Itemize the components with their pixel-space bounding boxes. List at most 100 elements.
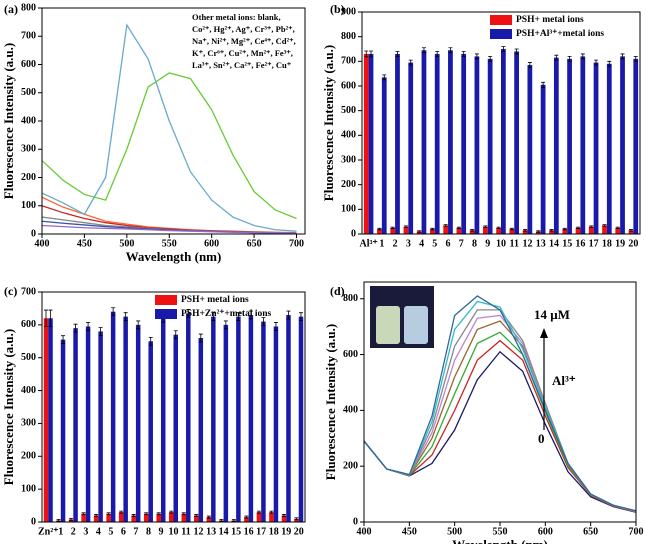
bar: [606, 63, 612, 234]
bar: [496, 227, 501, 234]
x-tick-label: 550: [493, 526, 508, 537]
x-tick-label: 16: [244, 526, 254, 537]
y-tick-label: 600: [343, 349, 358, 360]
bar: [98, 331, 103, 522]
spectrum-line: [41, 72, 297, 220]
bar: [363, 53, 369, 234]
error-bar: [261, 317, 266, 326]
x-tick-label: Zn²⁺: [38, 526, 59, 537]
arrow-head: [540, 328, 548, 338]
spectrum-line: [41, 205, 297, 234]
error-bar: [390, 226, 395, 229]
y-tick-label: 600: [21, 59, 36, 70]
x-tick-label: 16: [575, 238, 585, 249]
error-bar: [148, 336, 153, 346]
error-bar: [169, 510, 174, 514]
bar: [514, 51, 520, 234]
x-tick-label: 700: [629, 526, 644, 537]
x-tick-label: 8: [146, 526, 151, 537]
bar: [43, 318, 49, 522]
bar: [602, 225, 607, 234]
error-bar: [61, 335, 66, 344]
x-tick-label: 6: [121, 526, 126, 537]
error-bar: [589, 225, 594, 228]
legend-swatch: [155, 309, 177, 319]
bar: [261, 321, 266, 522]
y-tick-label: 100: [21, 483, 36, 494]
y-tick-label: 400: [343, 405, 358, 416]
annotation: La³⁺, Sn²⁺, Ca²⁺, Fe²⁺, Cu⁺: [192, 60, 292, 70]
error-bar: [81, 512, 86, 516]
bar: [135, 324, 141, 522]
bar: [553, 57, 559, 235]
bar: [408, 62, 414, 234]
y-tick-label: 200: [21, 172, 36, 183]
error-bar: [111, 307, 116, 317]
legend-label: PSH+Al³⁺+metal ions: [516, 29, 604, 39]
bar: [281, 515, 287, 522]
error-bar: [395, 51, 400, 57]
bar: [633, 58, 639, 234]
error-bar: [461, 51, 466, 57]
annotation: 0: [538, 431, 545, 446]
bar: [156, 513, 161, 522]
bar: [540, 84, 546, 235]
spectrum-line: [41, 23, 297, 232]
bar: [73, 328, 78, 522]
x-tick-label: 1: [379, 238, 384, 249]
error-bar: [298, 312, 303, 321]
y-tick-label: 400: [21, 385, 36, 396]
y-tick-label: 100: [341, 204, 356, 215]
bar: [448, 50, 453, 234]
bar: [273, 326, 279, 522]
x-tick-label: 9: [158, 526, 163, 537]
error-bar: [211, 312, 216, 321]
bar: [482, 226, 488, 234]
error-bar: [562, 227, 567, 231]
x-tick-label: 2: [71, 526, 76, 537]
x-tick-label: 600: [538, 526, 553, 537]
legend-swatch: [155, 295, 177, 305]
error-bar: [549, 229, 554, 232]
annotation: Na⁺, Ni²⁺, Mg²⁺, Ce⁴⁺, Cd²⁺,: [192, 36, 296, 46]
bar: [430, 229, 435, 234]
error-bar: [198, 333, 203, 343]
x-tick-label: 600: [204, 238, 219, 249]
error-bar: [633, 56, 638, 62]
error-bar: [430, 227, 435, 231]
y-tick-label: 500: [21, 87, 36, 98]
bar: [286, 315, 291, 522]
bar: [377, 229, 382, 234]
legend-swatch: [490, 29, 512, 39]
annotation: Al³⁺: [552, 373, 576, 388]
y-axis-label: Fluorescence Intensity (a.u.): [321, 45, 336, 201]
error-bar: [223, 320, 228, 330]
plot-frame: [41, 291, 306, 523]
bar: [198, 338, 204, 522]
bar: [527, 65, 533, 235]
y-tick-label: 800: [21, 2, 36, 13]
bar: [160, 318, 166, 522]
x-tick-label: 10: [169, 526, 179, 537]
bar: [244, 517, 249, 522]
x-tick-label: 18: [602, 238, 612, 249]
error-bar: [156, 512, 161, 516]
error-bar: [567, 56, 572, 62]
legend-label: PSH+Zn²⁺+metal ions: [181, 309, 272, 319]
y-tick-label: 200: [343, 460, 358, 471]
error-bar: [523, 229, 528, 232]
bar: [628, 230, 634, 234]
bar: [421, 50, 427, 234]
error-bar: [206, 515, 211, 519]
bar: [194, 515, 199, 522]
bar: [123, 316, 128, 522]
x-tick-label: 20: [628, 238, 638, 249]
bar: [110, 311, 116, 522]
bar: [395, 53, 400, 234]
bar: [567, 58, 572, 234]
error-bar: [286, 310, 291, 320]
bar: [143, 513, 149, 522]
y-tick-label: 500: [341, 105, 356, 116]
error-bar: [248, 310, 253, 320]
bar: [522, 230, 528, 234]
